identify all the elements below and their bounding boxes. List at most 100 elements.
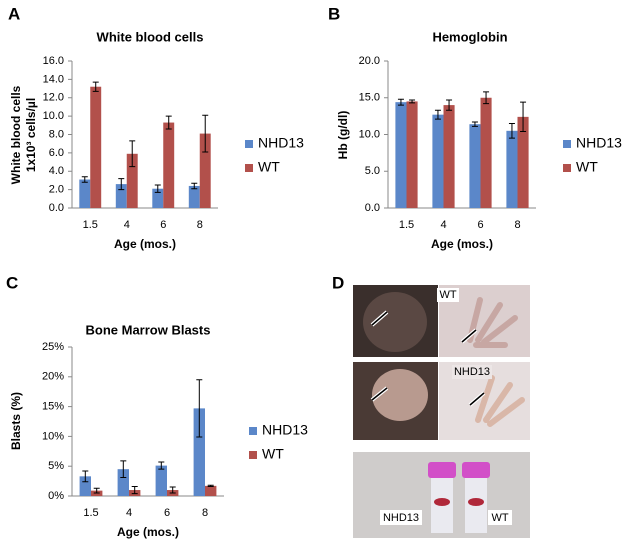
panel-letter: C bbox=[6, 273, 18, 292]
panel-letter: A bbox=[8, 4, 20, 23]
bar bbox=[480, 97, 492, 208]
y-axis-label: 1x10³ cells/µl bbox=[24, 98, 38, 172]
error-bar bbox=[131, 485, 138, 495]
chart-title: Bone Marrow Blasts bbox=[86, 322, 211, 337]
panel-letter: B bbox=[328, 4, 340, 23]
bar bbox=[205, 485, 217, 496]
x-axis-label: Age (mos.) bbox=[114, 237, 176, 251]
error-bar bbox=[169, 486, 176, 494]
legend-label: NHD13 bbox=[258, 135, 304, 151]
legend-swatch bbox=[245, 140, 253, 148]
error-bar bbox=[520, 101, 527, 133]
photo-label: NHD13 bbox=[383, 512, 419, 524]
y-tick-label: 14.0 bbox=[43, 73, 64, 85]
photo-panel: WT NHD13 NHD13 WT bbox=[353, 285, 530, 538]
label-box bbox=[437, 288, 459, 302]
chart-title: Hemoglobin bbox=[432, 29, 507, 44]
y-tick-label: 6.0 bbox=[49, 147, 64, 159]
photo-detail bbox=[475, 375, 525, 427]
photo-label: WT bbox=[439, 289, 456, 301]
legend-label: NHD13 bbox=[576, 135, 622, 151]
y-tick-label: 10.0 bbox=[359, 128, 380, 140]
bar bbox=[406, 101, 418, 208]
y-tick-label: 0.0 bbox=[365, 202, 380, 214]
bar bbox=[90, 86, 102, 208]
bar bbox=[188, 185, 200, 208]
bar bbox=[115, 184, 127, 208]
legend-swatch bbox=[249, 427, 257, 435]
error-bar bbox=[202, 114, 209, 153]
blood bbox=[468, 498, 484, 506]
x-axis-label: Age (mos.) bbox=[117, 525, 179, 539]
y-tick-label: 4.0 bbox=[49, 165, 64, 177]
y-tick-label: 2.0 bbox=[49, 184, 64, 196]
tube-cap bbox=[428, 462, 456, 478]
bar bbox=[469, 124, 481, 208]
y-axis-label: Blasts (%) bbox=[9, 392, 23, 450]
error-bar bbox=[129, 140, 136, 168]
x-tick-label: 6 bbox=[477, 219, 483, 231]
error-bar bbox=[118, 178, 125, 191]
y-axis-label: Hb (g/dl) bbox=[336, 111, 350, 160]
y-tick-label: 25% bbox=[42, 341, 64, 353]
error-bar bbox=[158, 461, 165, 470]
y-tick-label: 0% bbox=[48, 490, 64, 502]
arrow bbox=[371, 311, 485, 406]
x-tick-label: 8 bbox=[202, 507, 208, 519]
error-bar bbox=[471, 121, 478, 127]
legend-swatch bbox=[563, 164, 571, 172]
label-box bbox=[452, 365, 492, 379]
legend-swatch bbox=[563, 140, 571, 148]
y-tick-label: 15.0 bbox=[359, 92, 380, 104]
error-bar bbox=[434, 109, 441, 120]
x-tick-label: 1.5 bbox=[399, 219, 414, 231]
error-bar bbox=[165, 115, 172, 130]
photo-detail bbox=[467, 297, 518, 348]
error-bar bbox=[93, 487, 100, 494]
bar bbox=[193, 408, 205, 496]
x-tick-label: 8 bbox=[514, 219, 520, 231]
x-tick-label: 6 bbox=[164, 507, 170, 519]
legend-label: WT bbox=[576, 159, 598, 175]
bar bbox=[126, 153, 138, 208]
bar bbox=[79, 476, 91, 496]
x-tick-label: 4 bbox=[124, 219, 130, 231]
bar bbox=[117, 469, 129, 496]
y-tick-label: 5.0 bbox=[365, 165, 380, 177]
legend-label: WT bbox=[262, 446, 284, 462]
x-tick-label: 6 bbox=[160, 219, 166, 231]
error-bar bbox=[196, 379, 203, 438]
error-bar bbox=[508, 122, 515, 139]
bar bbox=[163, 122, 175, 208]
tube-cap bbox=[462, 462, 490, 478]
x-tick-label: 4 bbox=[126, 507, 132, 519]
error-bar bbox=[120, 460, 127, 479]
y-tick-label: 16.0 bbox=[43, 55, 64, 67]
x-tick-label: 8 bbox=[197, 219, 203, 231]
error-bar bbox=[82, 470, 89, 483]
bar bbox=[432, 114, 444, 208]
y-tick-label: 15% bbox=[42, 401, 64, 413]
chart-title: White blood cells bbox=[97, 29, 204, 44]
photo-label: NHD13 bbox=[454, 366, 490, 378]
photo-detail bbox=[372, 369, 428, 421]
error-bar bbox=[81, 176, 88, 183]
y-tick-label: 0.0 bbox=[49, 202, 64, 214]
y-tick-label: 5% bbox=[48, 460, 64, 472]
error-bar bbox=[483, 91, 490, 105]
bar bbox=[79, 179, 91, 208]
bar bbox=[395, 102, 407, 208]
x-tick-label: 4 bbox=[440, 219, 446, 231]
error-bar bbox=[446, 99, 453, 111]
photo-detail bbox=[363, 292, 427, 352]
y-tick-label: 12.0 bbox=[43, 92, 64, 104]
y-tick-label: 10% bbox=[42, 430, 64, 442]
panel-letter: D bbox=[332, 273, 344, 292]
blood bbox=[434, 498, 450, 506]
error-bar bbox=[92, 81, 99, 92]
legend-swatch bbox=[245, 164, 253, 172]
bar bbox=[506, 130, 518, 208]
label-box bbox=[380, 510, 422, 525]
bar bbox=[517, 116, 529, 208]
